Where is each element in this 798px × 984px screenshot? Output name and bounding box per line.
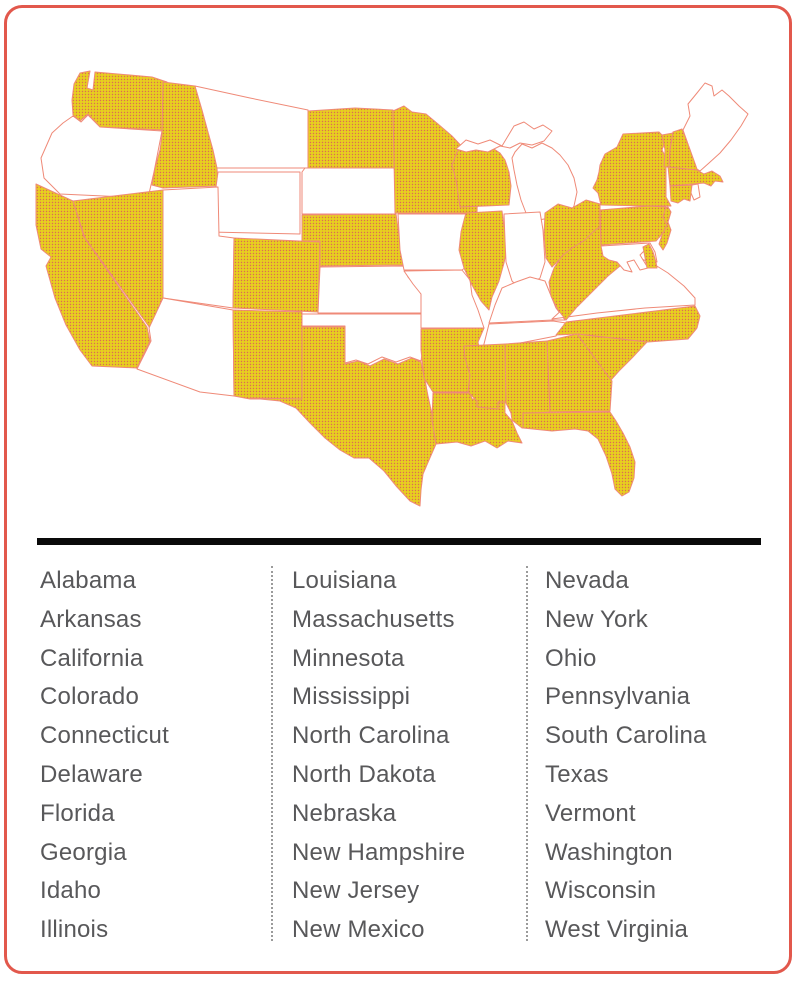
state-list-item: Georgia — [40, 838, 127, 866]
state-ga — [546, 333, 613, 413]
state-nm — [232, 309, 303, 400]
state-list-item: Connecticut — [40, 722, 169, 750]
column-divider-dotted — [271, 566, 273, 941]
state-list-item: Illinois — [40, 916, 109, 944]
state-wy — [209, 171, 301, 235]
state-nc — [555, 305, 701, 343]
state-list-item: Minnesota — [292, 644, 405, 672]
state-list-item: West Virginia — [545, 916, 689, 944]
state-me — [682, 82, 749, 172]
state-pa — [599, 205, 668, 246]
state-de — [642, 243, 658, 269]
state-list-item: Louisiana — [292, 567, 397, 594]
state-list-item: New Mexico — [292, 916, 425, 944]
state-tx — [249, 326, 437, 507]
state-mo — [403, 269, 485, 329]
state-ca — [35, 183, 151, 369]
state-list-item: Vermont — [545, 799, 636, 827]
state-ny — [592, 131, 672, 207]
state-wa — [71, 70, 168, 131]
state-list-item: California — [40, 644, 144, 672]
state-list-item: Washington — [545, 838, 673, 866]
state-list-item: Pennsylvania — [545, 683, 691, 711]
state-in — [503, 211, 546, 290]
state-list-item: North Dakota — [292, 760, 436, 788]
state-mt — [194, 85, 309, 169]
state-list-column-1: Alabama Arkansas California Colorado Connect… — [40, 562, 270, 950]
state-list-item: Ohio — [545, 644, 597, 672]
state-fl — [522, 411, 636, 497]
state-list-item: Massachusetts — [292, 605, 455, 633]
state-list-item: Wisconsin — [545, 877, 657, 905]
state-md — [600, 242, 658, 273]
state-ma — [667, 166, 724, 187]
state-list-item: New York — [545, 605, 648, 633]
section-divider-rule — [37, 538, 761, 545]
state-list-item: Alabama — [40, 567, 137, 594]
state-list-item: Mississippi — [292, 683, 411, 711]
state-mi-up — [455, 121, 553, 153]
states-group — [35, 70, 749, 507]
state-ct — [669, 184, 693, 204]
state-list-item: North Carolina — [292, 722, 450, 750]
state-list-item: Florida — [40, 799, 115, 827]
us-states-map — [35, 70, 749, 507]
state-nd — [307, 107, 396, 169]
column-divider-dotted — [526, 566, 528, 941]
state-wi — [451, 143, 512, 208]
state-list-item: New Hampshire — [292, 838, 466, 866]
state-list-item: Nevada — [545, 567, 629, 594]
state-list-item: New Jersey — [292, 877, 420, 905]
state-co — [232, 237, 321, 313]
state-ri — [690, 183, 701, 201]
state-list-item: Texas — [545, 760, 609, 788]
state-list-item: Arkansas — [40, 605, 142, 633]
state-list-item: Delaware — [40, 760, 143, 788]
state-list-item: Colorado — [40, 683, 139, 711]
state-list-item: Nebraska — [292, 799, 397, 827]
state-list-column-2: Louisiana Massachusetts Minnesota Mississip… — [292, 562, 522, 950]
state-list-column-3: Nevada New York Ohio Pennsylvania South Caro… — [545, 562, 775, 950]
state-sd — [301, 167, 398, 215]
state-list-item: Idaho — [40, 877, 102, 905]
state-list-item: South Carolina — [545, 722, 707, 750]
